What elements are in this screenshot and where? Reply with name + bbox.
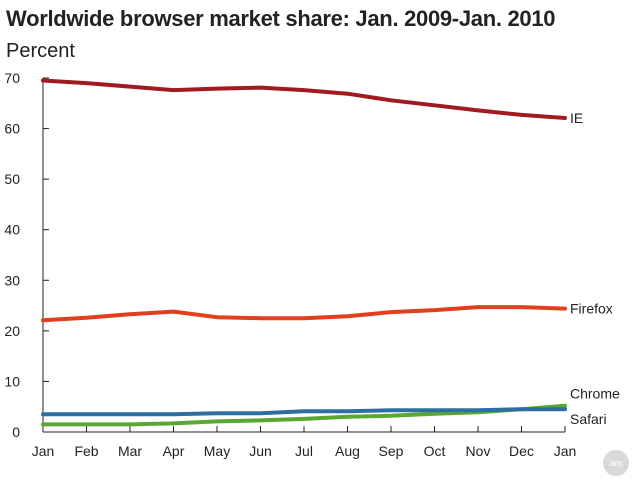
ars-logo: ars [603,450,629,476]
x-tick-label: Feb [74,443,98,459]
x-tick-label: Jan [32,443,55,459]
y-tick-label: 50 [4,171,20,187]
x-tick-label: Aug [335,443,360,459]
series-line-safari [41,407,567,417]
series-line-firefox [41,305,567,323]
series-label-ie: IE [570,110,583,126]
y-tick-label: 70 [4,70,20,86]
series-line-ie [41,78,567,120]
x-tick-label: Sep [379,443,404,459]
y-tick-label: 60 [4,121,20,137]
y-tick-label: 10 [4,373,20,389]
x-tick-label: Nov [466,443,491,459]
y-tick-label: 20 [4,323,20,339]
y-axis-label: Percent [6,40,75,62]
x-tick-label: Jul [295,443,313,459]
y-tick-label: 40 [4,222,20,238]
series-label-firefox: Firefox [570,301,613,317]
x-tick-label: Jan [554,443,577,459]
y-tick-label: 30 [4,272,20,288]
x-tick-label: Jun [249,443,272,459]
x-tick-label: Dec [509,443,534,459]
x-tick-label: Mar [118,443,142,459]
x-tick-label: Oct [424,443,446,459]
chart-title: Worldwide browser market share: Jan. 200… [6,6,556,31]
x-tick-label: May [204,443,230,459]
series-label-safari: Safari [570,411,607,427]
x-tick-label: Apr [163,443,185,459]
series-label-chrome: Chrome [570,386,620,402]
y-tick-label: 0 [12,424,20,440]
